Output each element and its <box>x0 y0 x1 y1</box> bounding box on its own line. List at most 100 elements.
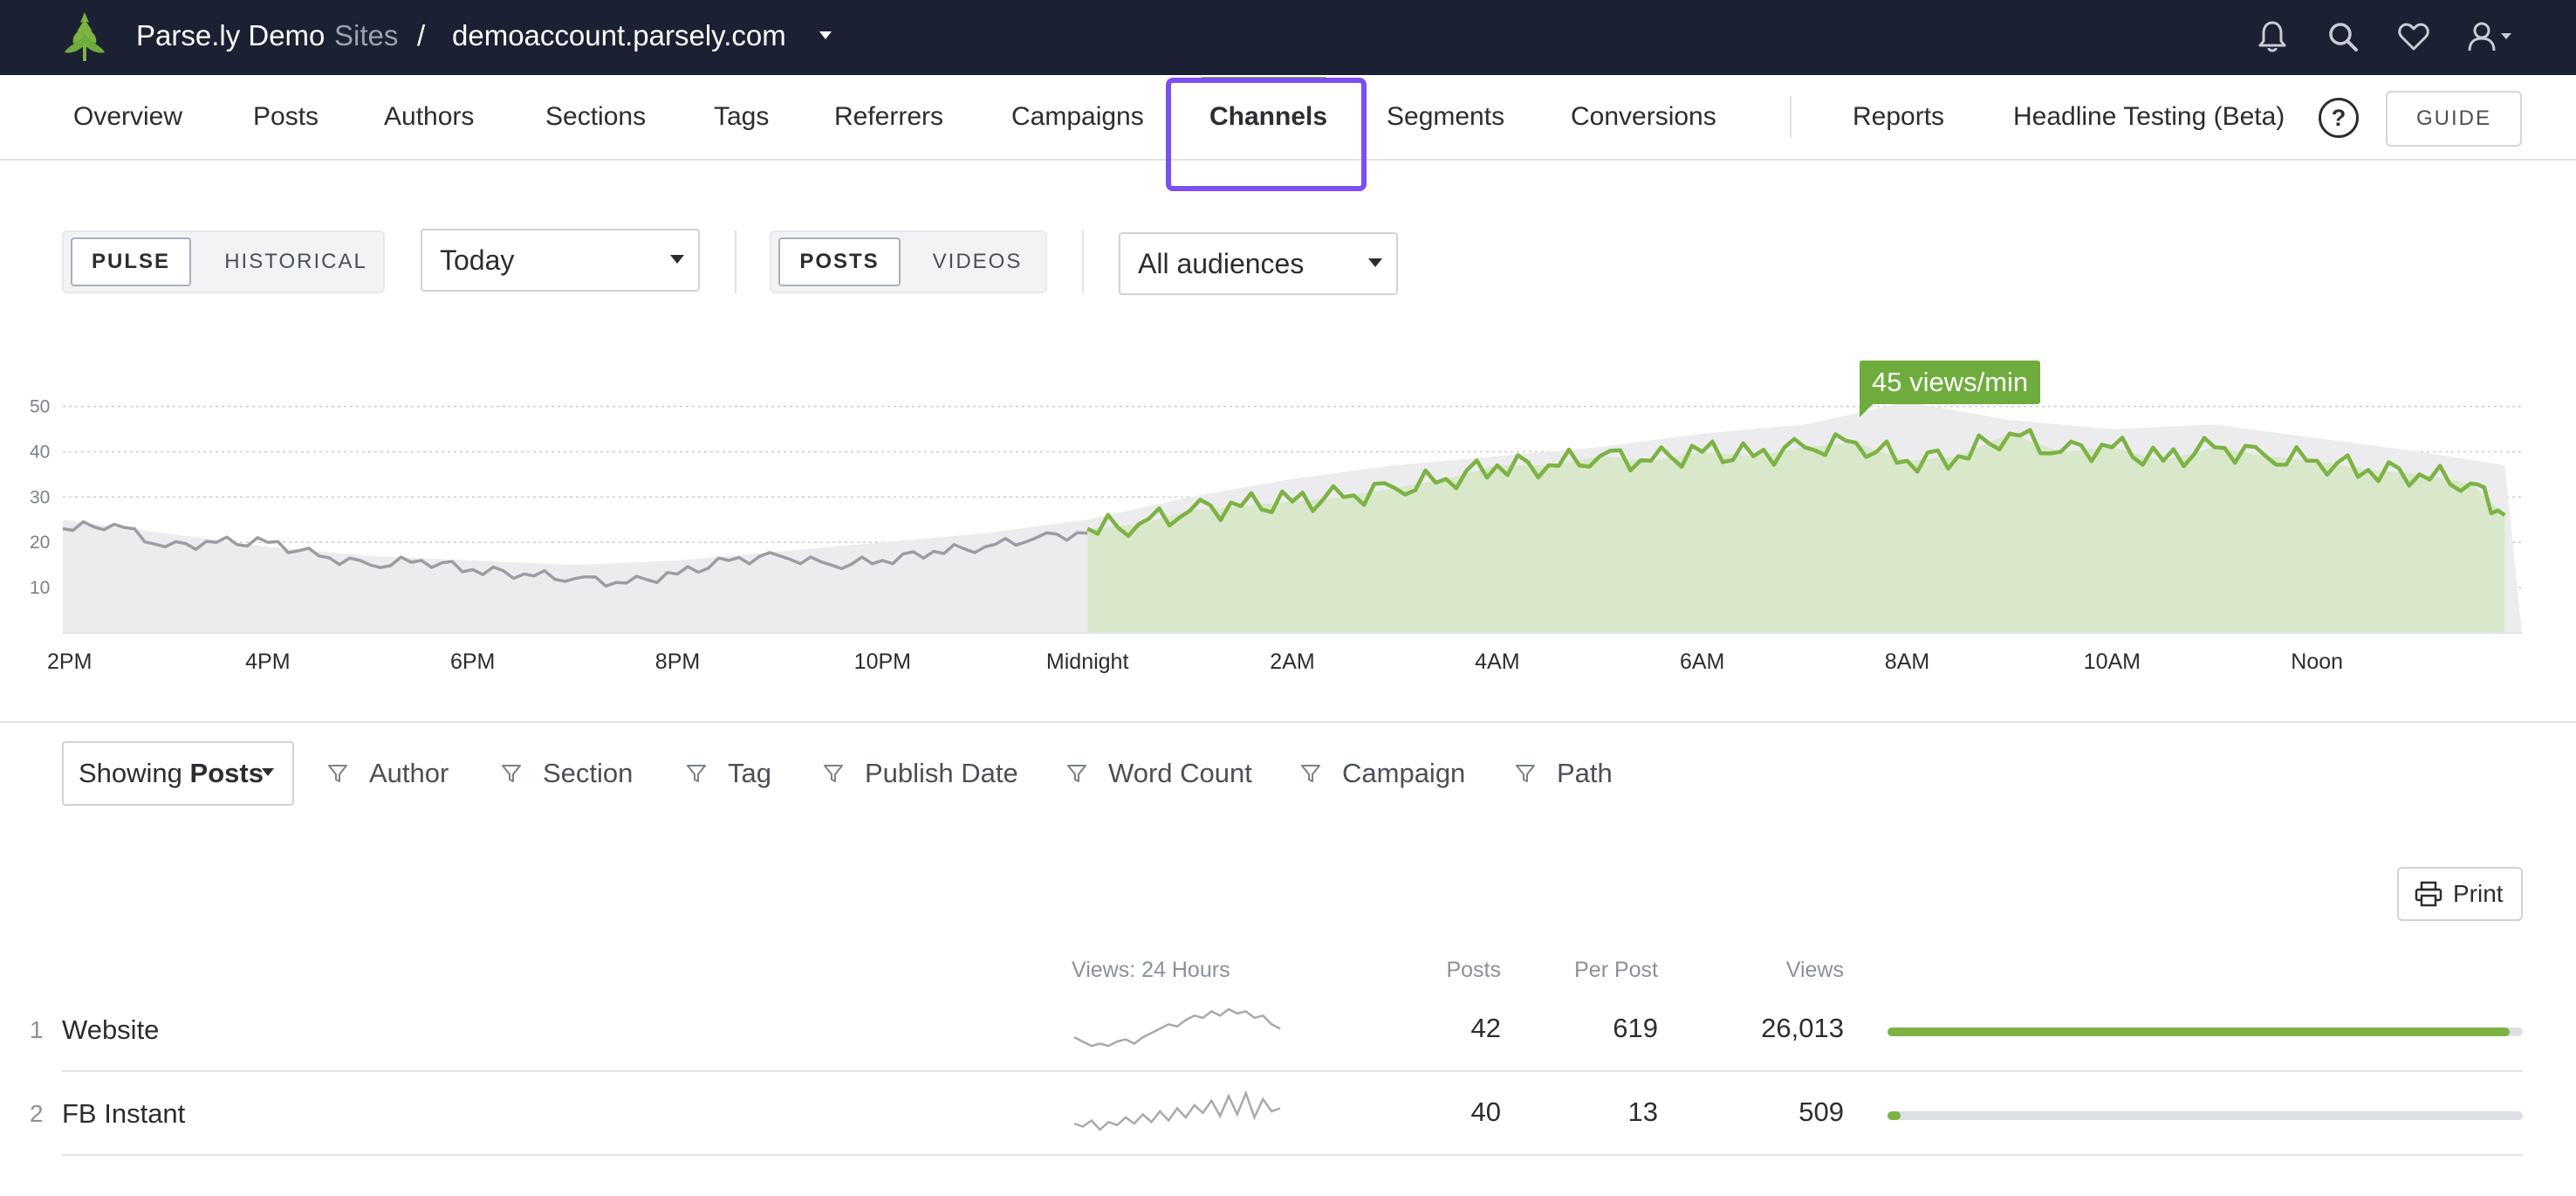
filter-section[interactable]: Section <box>501 751 633 796</box>
x-tick-label: 10AM <box>2084 650 2141 674</box>
caret-down-icon <box>262 768 274 776</box>
row-views: 509 <box>1798 1096 1844 1127</box>
yesterday-views-line <box>62 519 1088 588</box>
row-posts: 40 <box>1470 1096 1501 1127</box>
filter-campaign[interactable]: Campaign <box>1300 751 1465 796</box>
nav-channels[interactable]: Channels <box>1209 102 1328 131</box>
channel-name[interactable]: Website <box>62 1014 160 1045</box>
y-tick-label: 50 <box>30 397 50 417</box>
x-tick-label: 6AM <box>1680 650 1724 674</box>
printer-icon <box>2415 881 2442 907</box>
pulse-button[interactable]: PULSE <box>71 237 191 286</box>
brand-name[interactable]: Parse.ly Demo <box>136 19 325 52</box>
column-header-posts[interactable]: Posts <box>1446 958 1501 982</box>
table-row[interactable]: 1 Website 42 619 26,013 <box>0 990 2576 1074</box>
filter-label: Tag <box>728 758 771 788</box>
nav-segments[interactable]: Segments <box>1387 102 1505 131</box>
filter-icon <box>1067 765 1086 782</box>
row-divider <box>62 1154 2523 1156</box>
section-nav: Overview Posts Authors Sections Tags Ref… <box>0 75 2576 161</box>
nav-reports[interactable]: Reports <box>1853 102 1945 131</box>
row-share-bar <box>1887 1028 2523 1036</box>
filter-author[interactable]: Author <box>327 751 449 796</box>
filter-tag[interactable]: Tag <box>686 751 771 796</box>
period-value: Today <box>440 244 515 276</box>
y-tick-label: 40 <box>30 442 50 462</box>
control-divider <box>735 230 736 293</box>
caret-down-icon <box>1368 258 1382 267</box>
x-tick-label: 8PM <box>655 650 700 674</box>
top-bar: Parse.ly Demo Sites / demoaccount.parsel… <box>0 0 2576 75</box>
filter-label: Author <box>369 758 449 788</box>
channels-tab-highlight <box>1166 78 1367 191</box>
posts-button[interactable]: POSTS <box>778 237 901 286</box>
chevron-down-icon[interactable] <box>817 26 834 44</box>
x-tick-label: Noon <box>2291 650 2343 674</box>
row-rank: 1 <box>30 1016 44 1043</box>
x-tick-label: Midnight <box>1046 650 1129 674</box>
section-divider <box>0 721 2576 723</box>
row-sparkline <box>1073 1089 1281 1131</box>
y-tick-label: 20 <box>30 533 50 553</box>
bell-icon[interactable] <box>2253 17 2292 56</box>
sparkline-path <box>1073 1007 1281 1048</box>
filter-icon <box>824 765 843 782</box>
filter-icon <box>328 765 347 782</box>
print-button[interactable]: Print <box>2397 867 2523 921</box>
row-posts: 42 <box>1470 1013 1501 1043</box>
filter-icon <box>687 765 706 782</box>
filter-label: Section <box>543 758 634 788</box>
nav-campaigns[interactable]: Campaigns <box>1011 102 1144 131</box>
nav-headline-testing[interactable]: Headline Testing (Beta) <box>2013 102 2285 131</box>
views-area-chart[interactable]: 10 20 30 40 50 2PM 4PM 6PM 8PM 10PM Midnight 2AM 4AM… <box>0 349 2576 681</box>
caret-down-icon <box>670 255 684 264</box>
today-views-area <box>1087 433 2505 633</box>
filter-label: Path <box>1557 758 1613 788</box>
site-domain-selector[interactable]: demoaccount.parsely.com <box>452 19 786 52</box>
nav-conversions[interactable]: Conversions <box>1571 102 1716 131</box>
nav-overview[interactable]: Overview <box>73 102 183 131</box>
nav-tags[interactable]: Tags <box>714 102 770 131</box>
parsely-logo[interactable] <box>58 9 112 63</box>
user-icon[interactable] <box>2464 17 2517 56</box>
print-label: Print <box>2453 880 2504 907</box>
nav-posts[interactable]: Posts <box>253 102 319 131</box>
chart-tooltip-tail <box>1860 403 1874 417</box>
historical-button[interactable]: HISTORICAL <box>224 250 367 273</box>
x-tick-label: 2AM <box>1270 650 1314 674</box>
showing-value: Posts <box>189 758 264 788</box>
search-icon[interactable] <box>2324 17 2362 56</box>
row-sparkline <box>1073 1007 1281 1048</box>
nav-sections[interactable]: Sections <box>545 102 647 131</box>
period-dropdown[interactable]: Today <box>421 229 700 292</box>
nav-referrers[interactable]: Referrers <box>834 102 944 131</box>
channel-name[interactable]: FB Instant <box>62 1098 186 1129</box>
chart-tooltip: 45 views/min <box>1860 361 2041 404</box>
row-share-fill <box>1887 1028 2511 1036</box>
x-tick-label: 10PM <box>854 650 911 674</box>
heart-icon[interactable] <box>2394 17 2433 56</box>
showing-dropdown[interactable]: Showing Posts <box>62 741 294 806</box>
row-per-post: 619 <box>1613 1013 1658 1043</box>
filter-word-count[interactable]: Word Count <box>1066 751 1252 796</box>
nav-authors[interactable]: Authors <box>384 102 475 131</box>
guide-button[interactable]: GUIDE <box>2386 91 2522 147</box>
sparkline-path <box>1073 1089 1281 1131</box>
showing-prefix: Showing <box>79 758 182 788</box>
row-views: 26,013 <box>1761 1013 1844 1043</box>
mode-toggle: PULSE HISTORICAL <box>62 230 385 293</box>
column-header-per-post[interactable]: Per Post <box>1574 958 1658 982</box>
filter-publish-date[interactable]: Publish Date <box>823 751 1018 796</box>
sites-link[interactable]: Sites <box>334 19 399 52</box>
row-share-bar <box>1887 1111 2523 1120</box>
x-tick-label: 6PM <box>450 650 495 674</box>
audience-dropdown[interactable]: All audiences <box>1119 232 1398 295</box>
filter-path[interactable]: Path <box>1515 751 1613 796</box>
help-button[interactable]: ? <box>2319 98 2359 138</box>
row-per-post: 13 <box>1627 1096 1658 1127</box>
row-divider <box>62 1070 2523 1072</box>
column-header-views[interactable]: Views <box>1785 958 1844 982</box>
table-row[interactable]: 2 FB Instant 40 13 509 <box>0 1074 2576 1158</box>
audience-value: All audiences <box>1138 248 1305 279</box>
videos-button[interactable]: VIDEOS <box>932 250 1023 273</box>
